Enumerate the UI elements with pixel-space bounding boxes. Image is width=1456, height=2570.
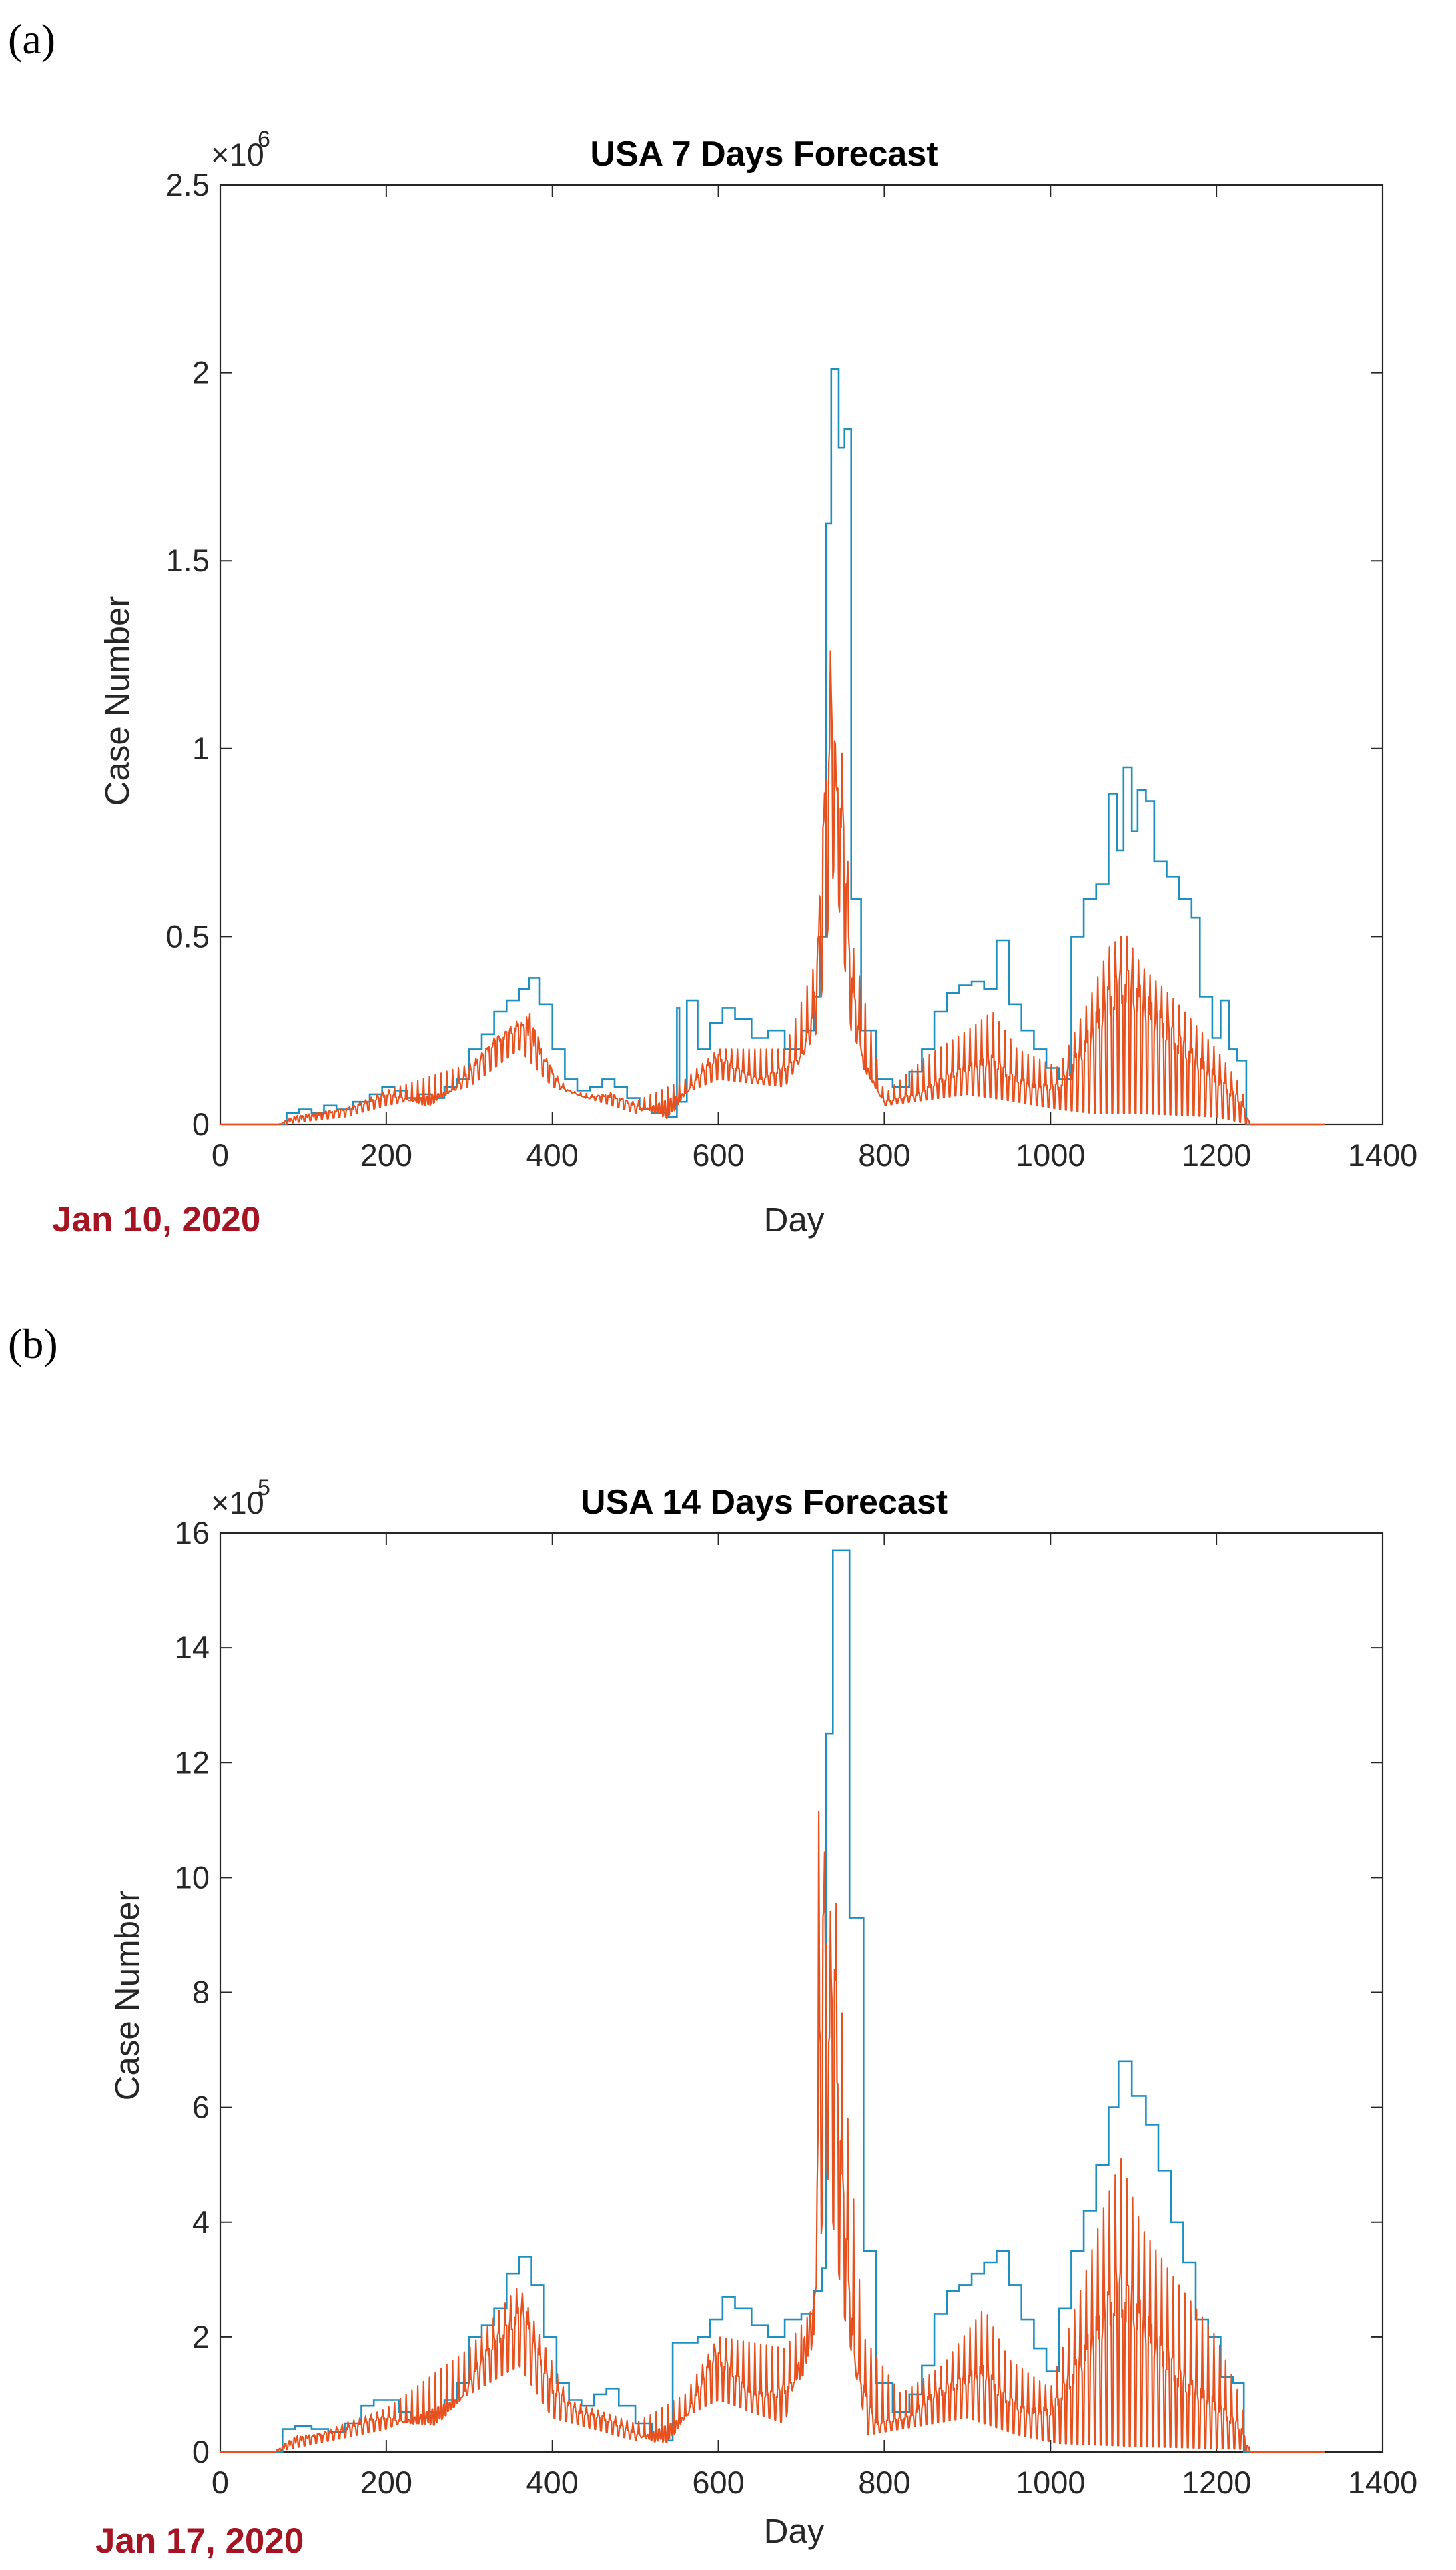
y-tick-label: 6 — [192, 2090, 210, 2125]
y-tick-label: 10 — [175, 1859, 210, 1895]
x-tick-label: 400 — [526, 2465, 579, 2500]
plot-frame-a — [219, 184, 1384, 1126]
y-tick-label: 0.5 — [166, 918, 210, 954]
y-tick-label: 16 — [175, 1515, 210, 1550]
y-tick-label: 14 — [175, 1630, 210, 1665]
y-axis-label-a: Case Number — [98, 596, 136, 806]
date-annotation-a: Jan 10, 2020 — [52, 1200, 260, 1239]
y-tick-label: 12 — [175, 1744, 210, 1780]
x-tick-label: 1200 — [1182, 2465, 1252, 2500]
x-tick-label: 800 — [858, 2465, 910, 2500]
x-tick-label: 200 — [360, 2465, 412, 2500]
chart-title-b: USA 14 Days Forecast — [581, 1483, 948, 1522]
plot-area-a: 0 200 400 600 800 1000 1200 1400 0 0.5 1 1.5 2 2.5 — [166, 167, 1418, 1173]
x-axis-label-a: Day — [764, 1201, 825, 1239]
y-tick-label: 1 — [192, 731, 210, 766]
x-tick-label: 1400 — [1348, 2465, 1418, 2500]
y-tick-label: 8 — [192, 1975, 210, 2010]
panel-label-b: (b) — [8, 1320, 58, 1367]
x-tick-label: 1000 — [1016, 2465, 1086, 2500]
x-tick-label: 1400 — [1348, 1137, 1418, 1173]
y-tick-label: 0 — [192, 2434, 210, 2469]
x-tick-label: 0 — [212, 2465, 229, 2500]
x-tick-label: 400 — [526, 1137, 579, 1173]
y-exponent-power-b: 5 — [258, 1475, 270, 1500]
chart-panel-a: (a) USA 7 Days Forecast ×10 6 0 200 400 600… — [8, 15, 1417, 1239]
x-tick-label: 800 — [858, 1137, 910, 1173]
x-tick-label: 600 — [692, 1137, 744, 1173]
series-line-forecast-b — [220, 1810, 1325, 2453]
x-tick-label: 1000 — [1016, 1137, 1086, 1173]
x-tick-label: 1200 — [1182, 1137, 1252, 1173]
y-tick-label: 0 — [192, 1106, 210, 1142]
date-annotation-b: Jan 17, 2020 — [95, 2521, 304, 2561]
y-axis-label-b: Case Number — [108, 1891, 146, 2101]
y-tick-label: 1.5 — [166, 543, 210, 578]
y-exponent-power-a: 6 — [258, 127, 270, 152]
y-exponent-base-a: ×10 — [211, 137, 264, 172]
x-tick-label: 0 — [212, 1137, 229, 1173]
y-tick-label: 2 — [192, 2319, 210, 2354]
chart-title-a: USA 7 Days Forecast — [590, 135, 938, 174]
y-tick-label: 2.5 — [166, 167, 210, 202]
x-axis-label-b: Day — [764, 2512, 825, 2550]
y-exponent-base-b: ×10 — [211, 1485, 264, 1520]
x-tick-label: 200 — [360, 1137, 412, 1173]
y-tick-label: 2 — [192, 355, 210, 390]
series-line-actual-a — [220, 368, 1325, 1126]
plot-area-b: 0 200 400 600 800 1000 1200 1400 0 2 4 6 8 10 12 14 16 — [175, 1515, 1418, 2500]
panel-label-a: (a) — [8, 15, 55, 63]
chart-panel-b: (b) USA 14 Days Forecast ×10 5 0 200 400 60… — [8, 1320, 1417, 2561]
x-tick-label: 600 — [692, 2465, 744, 2500]
series-line-actual-b — [220, 1549, 1325, 2453]
series-line-forecast-a — [220, 650, 1325, 1126]
y-tick-label: 4 — [192, 2204, 210, 2240]
